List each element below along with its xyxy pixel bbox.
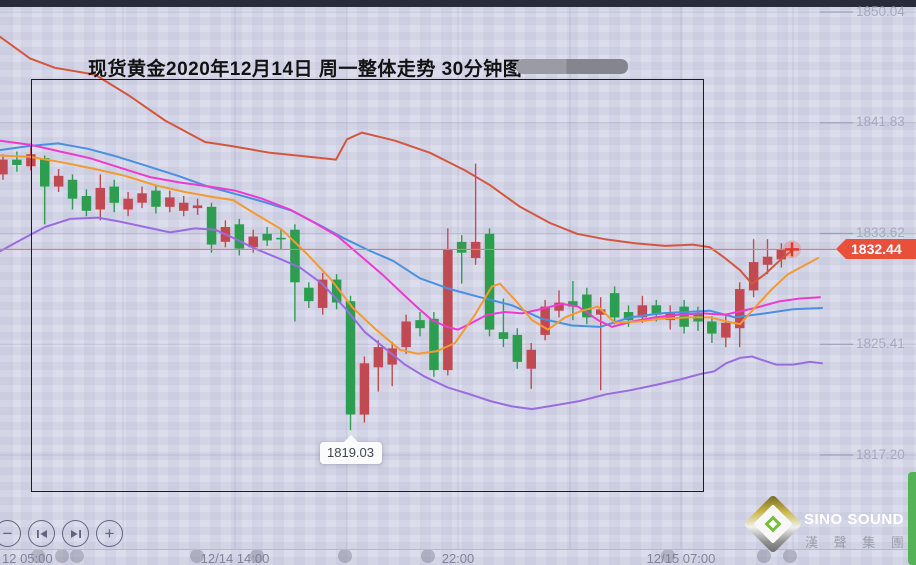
time-tick-label: 12/14 14:00 <box>200 551 270 565</box>
overlay-upper-band <box>0 35 792 285</box>
window-top-bar <box>0 0 916 7</box>
time-tick-label: 12/15 07:00 <box>646 551 716 565</box>
skip-to-start-button[interactable] <box>28 520 55 547</box>
overlay-ma-blue <box>0 142 823 328</box>
candle-body <box>95 187 105 210</box>
skip-to-end-button[interactable] <box>62 520 89 547</box>
candle-body <box>456 241 467 253</box>
decorative-dot <box>190 549 204 563</box>
candle-body <box>345 301 356 415</box>
sino-sound-logo: SINO SOUND 漢 聲 集 團 <box>742 494 916 562</box>
price-tick-label: 1817.20 <box>856 446 905 462</box>
decorative-dot <box>55 549 69 563</box>
overlay-ma-magenta <box>0 139 821 331</box>
candle-body <box>443 250 453 371</box>
candle-body <box>109 186 119 203</box>
candle-body <box>735 289 745 329</box>
candle-body <box>373 347 384 368</box>
candle-body <box>387 348 397 365</box>
candle-body <box>359 363 370 415</box>
candle-body <box>748 262 759 291</box>
candle-body <box>484 233 495 330</box>
censored-text-blob <box>516 59 628 74</box>
playback-zoom-controls: − + <box>0 520 123 548</box>
plus-icon: + <box>104 524 115 543</box>
decorative-dot <box>783 549 797 563</box>
price-tick-label: 1850.04 <box>856 3 905 19</box>
decorative-dot <box>70 549 84 563</box>
candle-body <box>512 334 523 362</box>
overlay-lower-band <box>0 216 823 411</box>
price-tick-label: 1833.62 <box>856 225 905 240</box>
candle-body <box>179 202 189 211</box>
candle-body <box>554 302 564 311</box>
candle-body <box>401 321 411 348</box>
decorative-dot <box>338 549 352 563</box>
logo-company-text: 漢 聲 集 團 <box>805 535 910 550</box>
candle-body <box>637 305 648 318</box>
candle-body <box>526 349 536 369</box>
candle-body <box>137 193 147 203</box>
candle-body <box>596 309 606 315</box>
time-tick-label: 22:00 <box>441 551 475 565</box>
zoom-out-button[interactable]: − <box>0 520 21 547</box>
skip-to-end-icon <box>70 529 81 538</box>
overlay-ma-orange <box>0 154 819 355</box>
candle-body <box>248 236 258 248</box>
candle-body <box>67 179 78 199</box>
edge-clipped-green-widget[interactable] <box>908 472 916 565</box>
candle-body <box>623 312 634 321</box>
candle-body <box>262 233 272 241</box>
candle-body <box>123 198 133 210</box>
decorative-dot <box>31 549 45 563</box>
decorative-dot <box>661 549 675 563</box>
candle-body <box>582 294 592 318</box>
candle-body <box>568 301 578 307</box>
time-tick-label: 12 05:00 <box>2 551 53 565</box>
candle-body <box>609 293 620 318</box>
candle-body <box>276 237 286 240</box>
decorative-dot <box>757 549 771 563</box>
candle-body <box>304 287 314 302</box>
candle-body <box>331 279 342 303</box>
candle-body <box>206 206 217 245</box>
low-price-tooltip: 1819.03 <box>319 435 382 464</box>
time-axis-separator <box>0 549 916 550</box>
decorative-dot <box>421 549 435 563</box>
candle-body <box>192 205 203 209</box>
candle-body <box>540 306 550 335</box>
logo-brand-text: SINO SOUND <box>804 511 905 528</box>
candle-body <box>165 197 175 207</box>
candle-body <box>762 256 773 265</box>
decorative-dot <box>250 549 264 563</box>
candle-body <box>26 154 36 167</box>
candle-body <box>0 159 8 175</box>
candle-body <box>290 229 300 283</box>
price-tick-label: 1825.41 <box>856 335 905 351</box>
chart-title: 现货黄金2020年12月14日 周一整体走势 30分钟图 <box>88 59 523 80</box>
candle-body <box>81 196 92 211</box>
candle-body <box>317 279 328 308</box>
candle-body <box>429 318 439 371</box>
candle-body <box>415 320 425 329</box>
candle-body <box>40 158 50 187</box>
candle-body <box>234 224 245 249</box>
current-price-badge: 1832.44 <box>836 239 916 260</box>
candle-body <box>721 322 731 338</box>
price-tick-label: 1841.83 <box>856 114 905 130</box>
candle-body <box>12 159 22 165</box>
candle-body <box>707 321 717 334</box>
zoom-in-button[interactable]: + <box>96 520 123 547</box>
candle-body <box>651 305 662 315</box>
candle-body <box>776 249 787 260</box>
skip-to-start-icon <box>36 529 47 538</box>
minus-icon: − <box>2 524 13 543</box>
candle-body <box>498 332 509 339</box>
candle-body <box>53 175 64 187</box>
candle-body <box>470 241 481 259</box>
candle-body <box>151 190 161 207</box>
